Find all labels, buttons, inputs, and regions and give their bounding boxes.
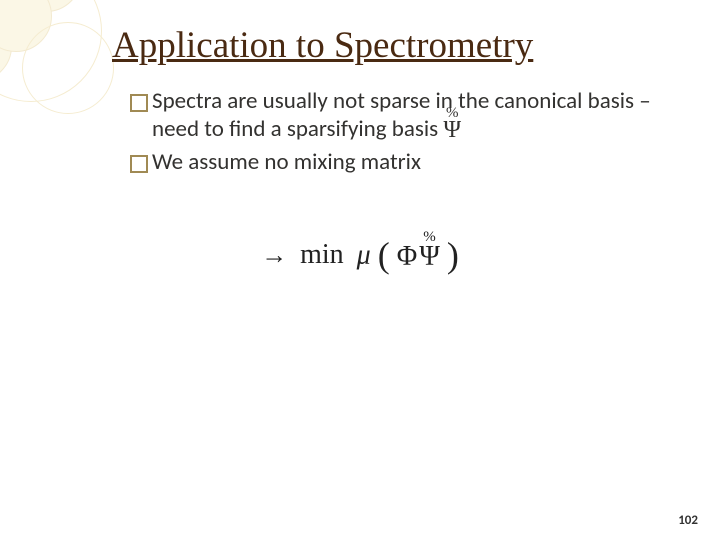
slide: Application to Spectrometry Spectra are … [0,0,720,540]
right-paren: ) [447,234,459,276]
corner-decoration [0,0,100,100]
deco-ring [22,22,114,114]
slide-body: Spectra are usually not sparse in the ca… [130,88,660,180]
bullet-marker-icon [130,94,148,112]
phi-symbol: Φ [397,241,417,272]
bullet-marker-icon [130,155,148,173]
phi-psi-group: Φ%Ψ [397,241,440,273]
accent-char: % [446,104,459,122]
bullet-text: We assume no mixing matrix [152,149,660,177]
mu-symbol: μ [357,239,371,270]
bullet-item: Spectra are usually not sparse in the ca… [130,88,660,145]
bullet-item: We assume no mixing matrix [130,149,660,177]
psi-tilde-symbol: %Ψ [419,241,440,273]
accent-char: % [423,229,436,246]
bullet-text: Spectra are usually not sparse in the ca… [152,88,660,145]
page-number: 102 [678,513,698,528]
bullet-text-span: We assume no mixing matrix [152,148,421,176]
slide-title: Application to Spectrometry [112,24,533,67]
left-paren: ( [378,234,390,276]
psi-tilde-symbol: % Ψ [443,116,461,145]
arrow-symbol: → [261,240,287,269]
equation: → min μ ( Φ%Ψ ) [0,236,720,278]
min-text: min [300,239,344,270]
bullet-text-span: Spectra are usually not sparse in the ca… [152,87,651,143]
